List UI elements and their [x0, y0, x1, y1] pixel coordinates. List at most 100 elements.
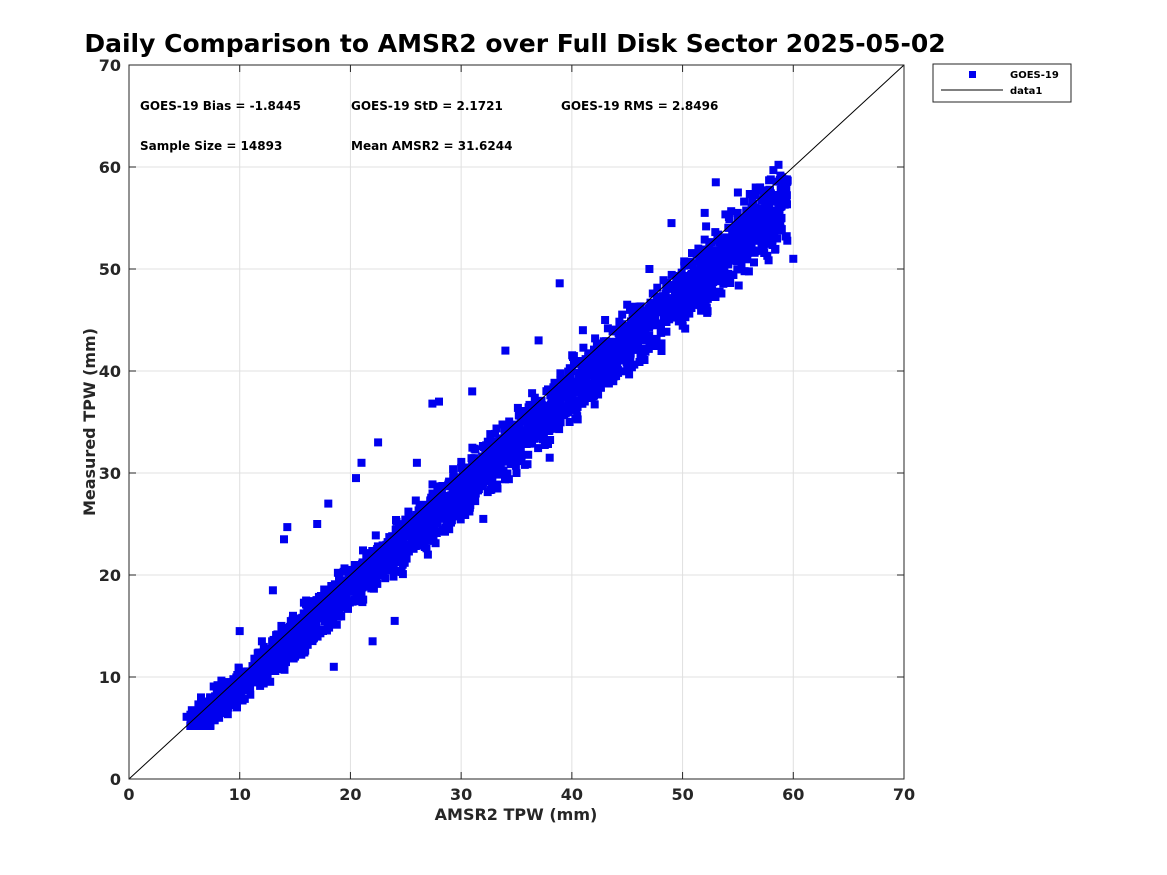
scatter-point	[740, 197, 749, 206]
scatter-point	[402, 540, 411, 549]
scatter-point	[673, 272, 682, 280]
scatter-point	[498, 420, 507, 429]
scatter-point	[304, 605, 313, 614]
scatter-point	[618, 310, 627, 319]
scatter-point	[410, 522, 419, 531]
scatter-point	[583, 361, 592, 370]
scatter-point	[633, 315, 642, 324]
scatter-point	[281, 642, 290, 650]
scatter-point	[438, 525, 447, 534]
scatter-point	[684, 283, 693, 291]
scatter-point	[373, 545, 382, 553]
scatter-point	[335, 574, 343, 582]
scatter-point	[628, 306, 637, 314]
scatter-point	[624, 341, 633, 350]
scatter-point	[312, 609, 320, 618]
scatter-point	[217, 693, 226, 702]
scatter-point	[199, 697, 208, 706]
scatter-point	[653, 283, 662, 292]
scatter-point	[542, 387, 551, 396]
x-axis-label: AMSR2 TPW (mm)	[435, 805, 598, 824]
scatter-point	[471, 445, 480, 454]
scatter-point	[385, 561, 394, 569]
legend-box	[932, 63, 1072, 103]
scatter-point	[498, 469, 507, 478]
scatter-point	[561, 384, 570, 392]
scatter-point	[285, 628, 294, 637]
scatter-point	[680, 276, 688, 285]
scatter-point	[344, 604, 352, 613]
scatter-point	[473, 484, 482, 493]
scatter-point	[265, 666, 274, 675]
scatter-point	[738, 215, 747, 224]
scatter-point	[733, 208, 742, 217]
scatter-point	[589, 384, 598, 393]
scatter-point	[578, 394, 587, 403]
scatter-point	[270, 656, 279, 665]
scatter-point	[221, 682, 230, 691]
ticks-layer: 0 10 20 30 40 50 60 70 0 10 20 30 40 50 60 70	[99, 56, 915, 804]
scatter-point	[345, 598, 354, 607]
scatter-point	[594, 363, 602, 372]
scatter-point	[523, 415, 532, 424]
scatter-point	[625, 332, 634, 341]
scatter-point	[601, 371, 609, 380]
scatter-point	[676, 286, 685, 295]
scatter-point	[781, 232, 790, 241]
scatter-point	[688, 269, 696, 278]
scatter-point	[722, 233, 731, 242]
scatter-point	[324, 603, 333, 612]
scatter-point	[705, 273, 714, 282]
scatter-point	[589, 392, 598, 401]
scatter-point	[266, 677, 275, 686]
scatter-point	[636, 352, 645, 361]
x-tick-label: 10	[229, 785, 251, 804]
scatter-point	[657, 308, 666, 317]
scatter-point	[529, 424, 537, 433]
scatter-point	[761, 220, 770, 229]
scatter-point	[737, 254, 746, 262]
scatter-point	[610, 372, 619, 381]
scatter-point	[534, 336, 543, 345]
scatter-point	[354, 568, 363, 577]
scatter-point	[288, 640, 297, 649]
scatter-point	[477, 477, 486, 486]
scatter-point	[687, 299, 695, 308]
scatter-point	[729, 254, 738, 262]
scatter-point	[212, 705, 221, 714]
scatter-point	[227, 701, 236, 709]
scatter-point	[428, 507, 437, 516]
scatter-point	[560, 411, 569, 420]
scatter-point	[575, 358, 584, 366]
scatter-point	[423, 550, 432, 559]
scatter-point	[590, 347, 599, 356]
scatter-point	[492, 438, 501, 447]
scatter-point	[446, 505, 455, 514]
scatter-point	[657, 339, 666, 348]
scatter-point	[311, 621, 320, 630]
scatter-point	[550, 378, 559, 387]
scatter-point	[319, 606, 328, 615]
scatter-point	[672, 277, 681, 286]
scatter-point	[621, 328, 629, 336]
scatter-point	[700, 235, 709, 244]
scatter-point	[428, 399, 437, 408]
scatter-point	[359, 595, 368, 604]
scatter-point	[692, 276, 701, 285]
scatter-point	[326, 614, 335, 623]
scatter-point	[323, 594, 332, 603]
scatter-point	[209, 682, 218, 691]
scatter-point	[703, 255, 712, 264]
scatter-point	[717, 274, 726, 283]
identity-line	[128, 64, 905, 780]
scatter-point	[680, 261, 689, 270]
scatter-point	[579, 343, 588, 352]
scatter-point	[333, 568, 342, 577]
scatter-point	[509, 422, 517, 431]
scatter-point	[651, 316, 659, 325]
scatter-point	[601, 338, 610, 347]
scatter-point	[760, 206, 769, 215]
scatter-point	[675, 303, 684, 312]
scatter-point	[420, 543, 429, 551]
scatter-point	[253, 654, 262, 663]
